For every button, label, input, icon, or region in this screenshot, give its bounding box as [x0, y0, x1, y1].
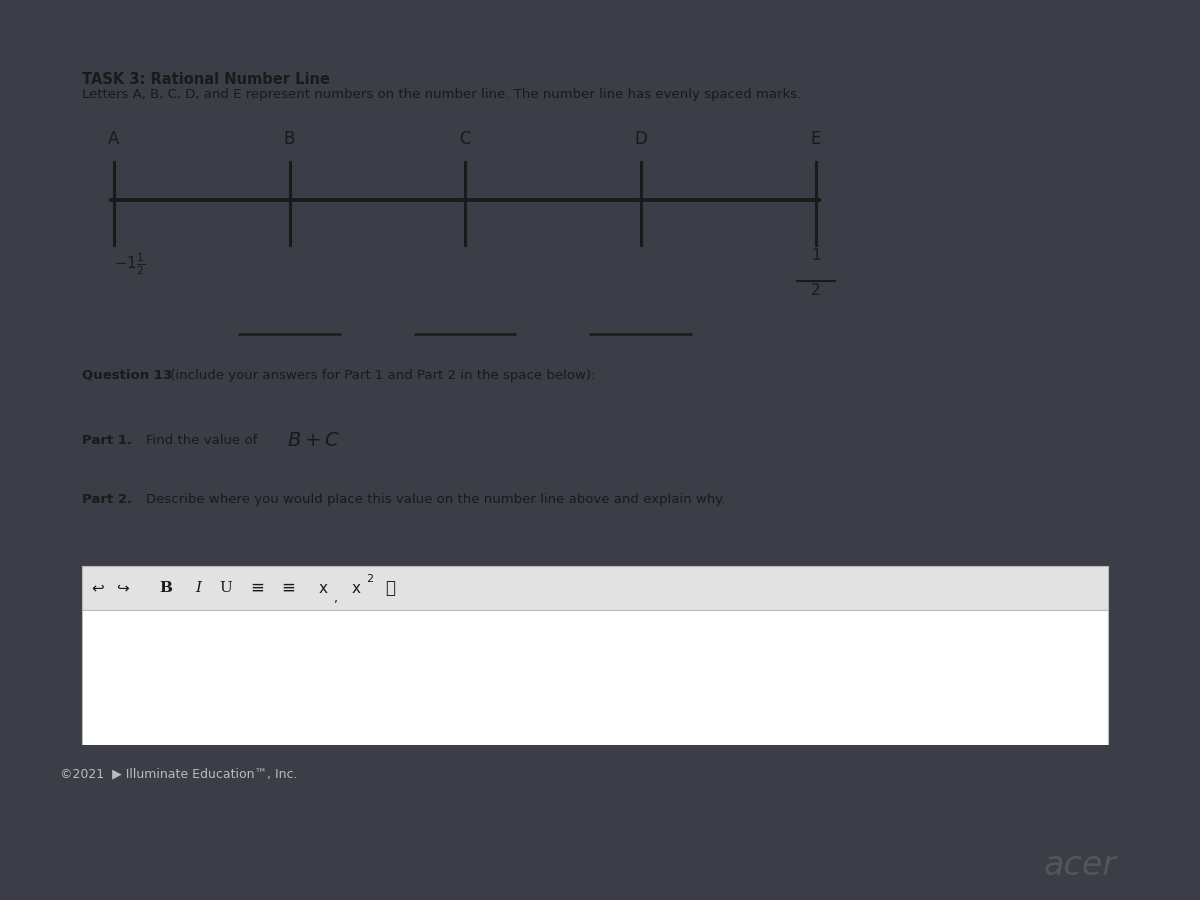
- Text: Letters A, B, C, D, and E represent numbers on the number line. The number line : Letters A, B, C, D, and E represent numb…: [82, 88, 800, 101]
- Text: B: B: [284, 130, 295, 148]
- Text: I: I: [196, 581, 202, 595]
- Text: Part 2.: Part 2.: [82, 493, 132, 506]
- Text: x: x: [352, 580, 360, 596]
- Text: $\mathbf{\mathit{B}} + \mathbf{\mathit{C}}$: $\mathbf{\mathit{B}} + \mathbf{\mathit{C…: [287, 431, 340, 450]
- Text: ≡: ≡: [281, 579, 295, 597]
- Text: Describe where you would place this value on the number line above and explain w: Describe where you would place this valu…: [146, 493, 726, 506]
- Text: Question 13: Question 13: [82, 369, 172, 382]
- Text: C: C: [460, 130, 470, 148]
- Text: x: x: [319, 580, 328, 596]
- Text: Find the value of: Find the value of: [146, 435, 262, 447]
- Text: ⤢: ⤢: [385, 579, 396, 597]
- Bar: [82, 565, 1108, 610]
- Text: TASK 3: Rational Number Line: TASK 3: Rational Number Line: [82, 72, 330, 87]
- Text: ,: ,: [335, 592, 338, 605]
- Text: (include your answers for Part 1 and Part 2 in the space below):: (include your answers for Part 1 and Par…: [166, 369, 595, 382]
- Text: 2: 2: [366, 574, 373, 584]
- Text: D: D: [634, 130, 647, 148]
- Text: Part 1.: Part 1.: [82, 435, 132, 447]
- Text: ©2021  ▶ Illuminate Education™, Inc.: ©2021 ▶ Illuminate Education™, Inc.: [60, 768, 298, 780]
- Text: ≡: ≡: [251, 579, 264, 597]
- Text: U: U: [218, 581, 232, 595]
- Text: B: B: [160, 581, 173, 595]
- Text: A: A: [108, 130, 120, 148]
- Text: ↩: ↩: [91, 580, 104, 596]
- Text: E: E: [811, 130, 821, 148]
- Text: 2: 2: [811, 283, 821, 298]
- Text: acer: acer: [1044, 849, 1117, 882]
- Text: 1: 1: [811, 248, 821, 263]
- Text: $-1\frac{1}{2}$: $-1\frac{1}{2}$: [114, 252, 145, 277]
- Text: ↪: ↪: [116, 580, 130, 596]
- Bar: [82, 610, 1108, 749]
